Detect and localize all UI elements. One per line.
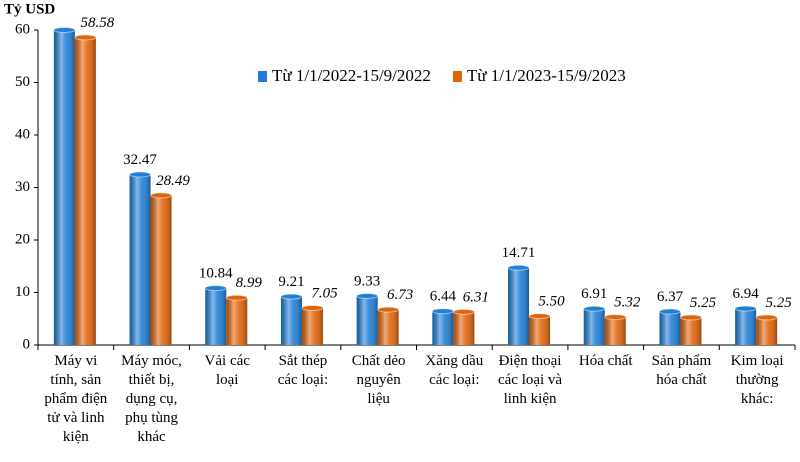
bar-cap — [356, 293, 379, 300]
data-label: 7.05 — [311, 285, 338, 301]
bar-shine — [377, 309, 399, 345]
data-label: 6.73 — [387, 287, 413, 303]
data-label: 5.32 — [614, 295, 641, 311]
data-label: 5.25 — [690, 295, 717, 311]
y-tick-label: 30 — [15, 179, 30, 195]
data-label: 10.84 — [199, 266, 233, 282]
x-tick-label: Hóa chất — [578, 353, 633, 369]
y-tick-label: 50 — [15, 74, 30, 90]
data-label: 5.25 — [766, 295, 793, 311]
x-tick-label: Điện thoại các loại và linh kiện — [497, 353, 563, 407]
bar-cap — [583, 305, 606, 312]
y-axis-label: Tỷ USD — [4, 1, 55, 17]
x-tick-label: Sắt thép các loại: — [277, 353, 329, 388]
data-label: 58.58 — [80, 15, 114, 31]
bar-shine — [583, 308, 605, 345]
y-tick-label: 60 — [15, 21, 30, 37]
x-tick-label: Máy vi tính, sản phẩm điện tử và linh ki… — [44, 353, 108, 445]
bar-shine — [735, 308, 757, 345]
bar-cap — [377, 306, 400, 313]
bar-cap — [658, 308, 681, 315]
bar-cap — [280, 293, 303, 300]
data-label: 32.47 — [123, 152, 157, 168]
bar-cap — [528, 313, 551, 320]
bar-shine — [356, 296, 378, 345]
y-tick-label: 40 — [15, 126, 30, 142]
x-tick-label: Xăng dầu các loại: — [425, 353, 484, 388]
bar-shine — [453, 311, 475, 345]
data-label: 8.99 — [236, 275, 263, 291]
data-label: 6.91 — [581, 286, 607, 302]
bar-cap — [679, 314, 702, 321]
bar-cap — [129, 171, 152, 178]
x-tick-label: Chất dẻo nguyên liệu — [351, 353, 406, 407]
bar-shine — [680, 317, 702, 345]
bar-shine — [53, 30, 75, 345]
data-label: 14.71 — [502, 245, 536, 261]
legend-swatch — [258, 71, 267, 82]
legend-label: Từ 1/1/2022-15/9/2022 — [272, 66, 431, 85]
bar-cap — [150, 192, 173, 199]
bar-cap — [53, 27, 76, 33]
bar-shine — [129, 174, 151, 345]
bar-shine — [529, 316, 551, 345]
y-tick-label: 20 — [15, 231, 30, 247]
bar-shine — [659, 311, 681, 345]
bar-cap — [604, 314, 627, 321]
y-tick-label: 0 — [23, 336, 31, 352]
bar-cap — [452, 308, 475, 315]
data-label: 6.94 — [733, 286, 760, 302]
bar-cap — [755, 314, 778, 321]
x-tick-label: Kim loại thường khác: — [730, 353, 784, 407]
y-tick-label: 10 — [15, 284, 30, 300]
x-tick-label: Máy móc, thiết bị, dụng cụ, phụ tùng khá… — [121, 353, 182, 445]
data-label: 9.21 — [278, 274, 304, 290]
bar-cap — [734, 305, 757, 312]
bar-shine — [74, 37, 96, 345]
bar-cap — [225, 294, 248, 301]
bar-cap — [74, 34, 97, 41]
data-label: 9.33 — [354, 273, 380, 289]
bar-shine — [226, 297, 248, 345]
x-tick-label: Sản phẩm hóa chất — [651, 353, 712, 388]
bar-cap — [204, 285, 227, 292]
legend-swatch — [452, 71, 462, 82]
bar-shine — [150, 195, 172, 345]
bar-cap — [301, 304, 324, 311]
x-tick-label: Vải các loại — [204, 353, 250, 388]
data-label: 6.44 — [430, 289, 457, 305]
data-label: 28.49 — [156, 173, 190, 189]
data-label: 6.31 — [463, 289, 489, 305]
bar-shine — [205, 288, 227, 345]
data-label: 5.50 — [538, 294, 565, 310]
bar-cap — [507, 264, 530, 271]
data-label: 6.37 — [657, 289, 684, 305]
bar-shine — [756, 317, 778, 345]
bar-shine — [280, 296, 302, 345]
bar-shine — [604, 317, 626, 345]
bar-cap — [431, 308, 454, 315]
bar-shine — [301, 307, 323, 345]
bar-shine — [432, 311, 454, 345]
bar-shine — [508, 267, 530, 345]
legend-label: Từ 1/1/2023-15/9/2023 — [467, 66, 626, 85]
